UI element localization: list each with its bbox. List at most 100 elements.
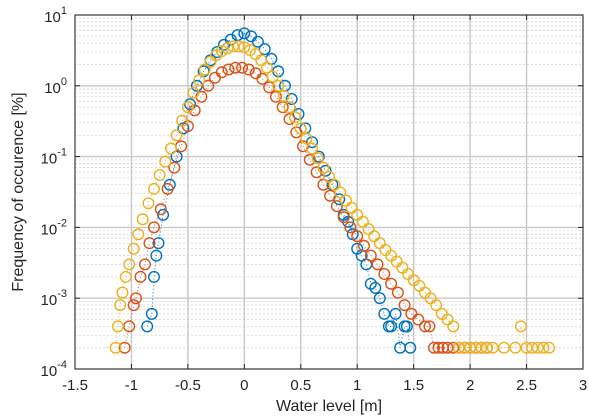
series-1-point — [292, 107, 305, 120]
series-2-point — [351, 230, 364, 243]
series-2-point — [303, 153, 316, 166]
series-1-point — [389, 307, 402, 320]
series-2-point — [330, 200, 343, 213]
series-3-point — [255, 54, 268, 67]
y-tick-label-exponent: -2 — [57, 217, 67, 229]
series-1-point — [141, 320, 154, 333]
series-3-point — [238, 41, 251, 54]
series-3-point — [127, 242, 140, 255]
series-2-point — [428, 341, 441, 354]
series-3-point — [328, 178, 341, 191]
series-3-point — [116, 286, 129, 299]
series-3-point — [109, 341, 122, 354]
series-3-point — [260, 61, 273, 74]
x-tick-label: -1 — [125, 377, 138, 394]
y-tick-label-base: 10 — [41, 363, 58, 380]
series-2-point — [269, 90, 282, 103]
series-1-point — [147, 270, 160, 283]
series-1-point — [231, 29, 244, 42]
y-tick-label-base: 10 — [41, 151, 58, 168]
x-tick-label: 3 — [579, 377, 587, 394]
plot-frame — [74, 14, 584, 370]
series-2-point — [276, 101, 289, 114]
series-1-point — [400, 320, 413, 333]
series-3-point — [266, 70, 279, 83]
y-tick-label-base: 10 — [44, 9, 61, 26]
x-tick-label: 0.5 — [290, 377, 311, 394]
x-tick-label: 1.5 — [403, 377, 424, 394]
series-3-point — [215, 45, 228, 58]
series-2-point — [242, 63, 255, 76]
y-tick-label: 100 — [44, 76, 67, 97]
series-2-point — [297, 140, 310, 153]
series-3-point — [334, 186, 347, 199]
y-tick-label: 10-3 — [41, 288, 67, 309]
series-2-point — [391, 286, 404, 299]
series-3-point — [543, 341, 556, 354]
y-tick-label-exponent: -3 — [57, 288, 67, 300]
series-3-point — [323, 170, 336, 183]
series-1-point — [170, 150, 183, 163]
series-1-point — [385, 320, 398, 333]
series-2-point — [371, 258, 384, 271]
series-2-point — [337, 211, 350, 224]
series-2-point — [432, 341, 445, 354]
series-1-point — [369, 281, 382, 294]
series-2-point — [364, 249, 377, 262]
series-3-point — [294, 122, 307, 135]
series-2-point — [138, 258, 151, 271]
y-tick-label-base: 10 — [41, 221, 58, 238]
series-1-point — [404, 341, 417, 354]
series-1-point — [285, 92, 298, 105]
series-2-point — [419, 320, 432, 333]
series-2-point — [118, 341, 131, 354]
series-2-point — [423, 320, 436, 333]
series-2-point — [202, 79, 215, 92]
series-2-point — [263, 81, 276, 94]
series-2-point — [143, 237, 156, 250]
series-3-point — [170, 129, 183, 142]
series-1-point — [258, 43, 271, 56]
series-1-point — [152, 237, 165, 250]
series-2-point — [378, 268, 391, 281]
series-2-point — [385, 277, 398, 290]
series-2-point — [188, 104, 201, 117]
series-2-point — [129, 292, 142, 305]
series-2-point — [168, 161, 181, 174]
series-3-point — [164, 142, 177, 155]
series-1-point — [150, 249, 163, 262]
series-3-point — [430, 299, 443, 312]
y-tick-label-base: 10 — [41, 292, 58, 309]
y-tick-label: 10-2 — [41, 217, 67, 238]
series-2-point — [161, 182, 174, 195]
series-3-point — [114, 299, 127, 312]
series-2-point — [154, 203, 167, 216]
series-3-point — [193, 74, 206, 87]
series-1-point — [251, 35, 264, 48]
series-2-point — [358, 239, 371, 252]
series-2-point — [222, 63, 235, 76]
series-3-point — [300, 132, 313, 145]
series-2-point — [344, 221, 357, 234]
series-2-point — [283, 112, 296, 125]
series-3-point — [317, 161, 330, 174]
series-3-point — [232, 40, 245, 53]
series-2-point — [398, 299, 411, 312]
x-tick-label: -1.5 — [62, 377, 88, 394]
y-tick-label-exponent: 1 — [61, 5, 67, 17]
series-3-point — [176, 114, 189, 127]
series-3-point — [514, 320, 527, 333]
y-tick-label-base: 10 — [44, 80, 61, 97]
series-1-point — [373, 292, 386, 305]
series-3-point — [272, 79, 285, 92]
series-3-point — [277, 89, 290, 102]
y-tick-label-exponent: -4 — [57, 359, 67, 371]
x-tick-label: 2 — [466, 377, 474, 394]
series-3-point — [226, 40, 239, 53]
series-3-point — [447, 320, 460, 333]
series-3-point — [132, 228, 145, 241]
series-3-point — [159, 155, 172, 168]
series-3-point — [142, 197, 155, 210]
